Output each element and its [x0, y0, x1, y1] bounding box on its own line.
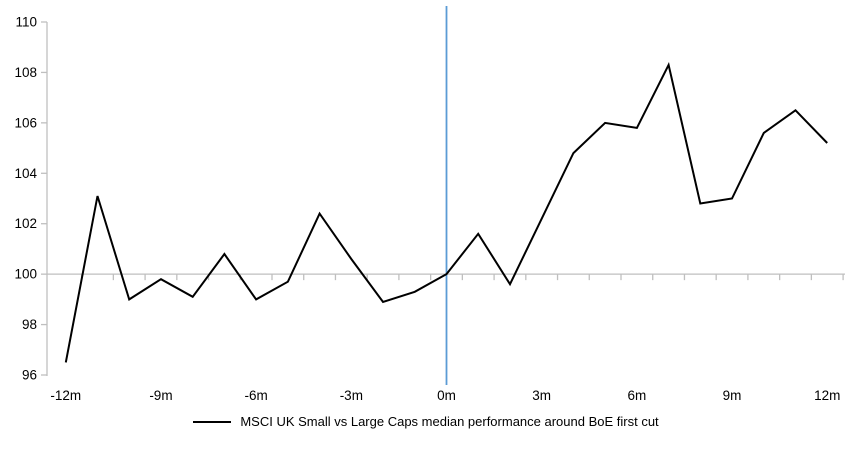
x-tick-label: -9m — [149, 388, 172, 403]
legend-line-swatch — [193, 420, 232, 423]
x-tick-label: 6m — [627, 388, 646, 403]
series-line — [64, 61, 828, 363]
legend: MSCI UK Small vs Large Caps median perfo… — [0, 414, 852, 429]
legend-label: MSCI UK Small vs Large Caps median perfo… — [240, 414, 659, 429]
x-tick-label: -6m — [245, 388, 268, 403]
y-tick-label: 108 — [14, 65, 37, 80]
x-tick-label: -12m — [50, 388, 81, 403]
y-tick-label: 104 — [14, 166, 37, 181]
y-tick-label: 96 — [22, 368, 37, 383]
y-tick-label: 102 — [14, 216, 37, 231]
x-tick-label: 12m — [814, 388, 840, 403]
x-tick-label: 0m — [437, 388, 456, 403]
x-tick-label: 3m — [532, 388, 551, 403]
x-tick-label: -3m — [340, 388, 363, 403]
y-tick-label: 110 — [15, 15, 37, 30]
y-tick-label: 100 — [14, 267, 37, 282]
y-tick-label: 106 — [14, 115, 37, 130]
y-tick-label: 98 — [22, 317, 37, 332]
x-tick-label: 9m — [723, 388, 742, 403]
